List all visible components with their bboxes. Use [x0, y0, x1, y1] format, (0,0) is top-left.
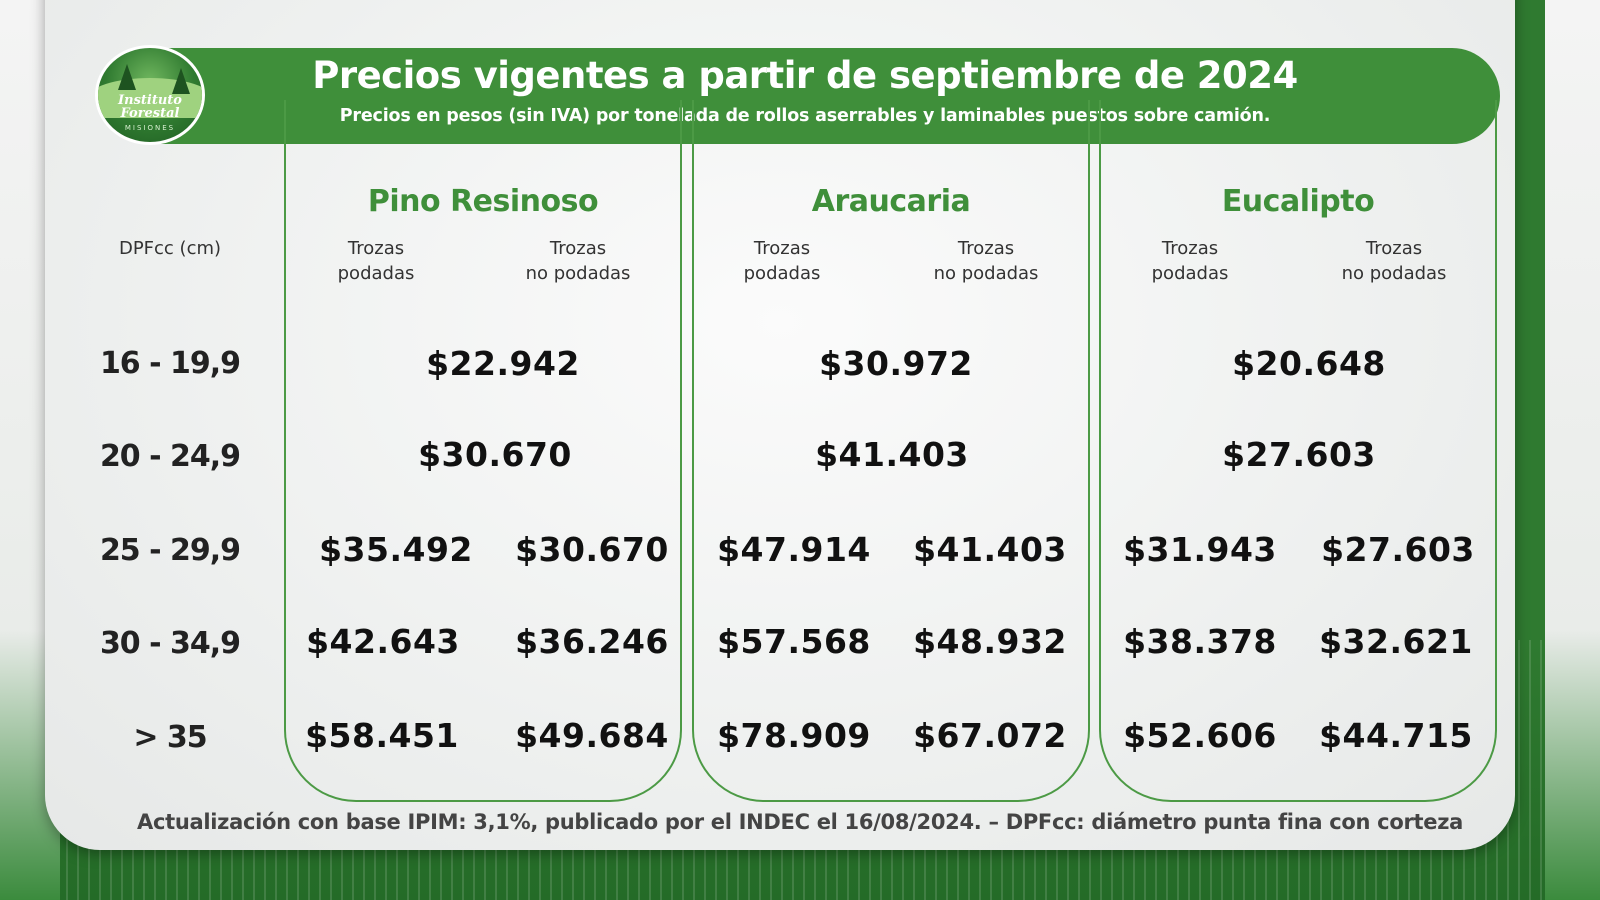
price-cell: $49.684: [515, 716, 669, 755]
species-panel-eucalipto: [1099, 100, 1497, 802]
price-cell: $47.914: [717, 530, 871, 569]
price-cell: $20.648: [1232, 344, 1386, 383]
price-cell: $41.403: [815, 435, 969, 474]
logo-place: MISIONES: [124, 124, 176, 132]
logo-tree-icon: [118, 64, 136, 90]
price-cell: $30.972: [819, 344, 973, 383]
price-cell: $31.943: [1123, 530, 1277, 569]
subhead-no-podadas: Trozas no podadas: [933, 238, 1039, 284]
page-title: Precios vigentes a partir de septiembre …: [312, 54, 1298, 97]
row-label: > 35: [133, 720, 207, 755]
subhead-no-podadas: Trozas no podadas: [525, 238, 631, 284]
price-cell: $44.715: [1319, 716, 1473, 755]
species-title: Araucaria: [811, 184, 971, 219]
forest-logo-icon: Instituto Forestal MISIONES: [95, 45, 205, 145]
price-cell: $32.621: [1319, 622, 1473, 661]
price-cell: $78.909: [717, 716, 871, 755]
price-cell: $57.568: [717, 622, 871, 661]
price-cell: $30.670: [515, 530, 669, 569]
price-cell: $42.643: [306, 622, 460, 661]
species-panel-araucaria: [692, 100, 1090, 802]
right-background-strip: [1545, 0, 1600, 900]
price-cell: $22.942: [426, 344, 580, 383]
dpf-column-header: DPFcc (cm): [118, 238, 222, 259]
price-cell: $27.603: [1321, 530, 1475, 569]
subhead-podadas: Trozas podadas: [743, 238, 821, 284]
logo-name: Instituto Forestal: [118, 93, 182, 121]
subhead-podadas: Trozas podadas: [337, 238, 415, 284]
price-cell: $30.670: [418, 435, 572, 474]
price-cell: $58.451: [305, 716, 459, 755]
subhead-podadas: Trozas podadas: [1151, 238, 1229, 284]
row-label: 25 - 29,9: [99, 533, 241, 568]
price-cell: $38.378: [1123, 622, 1277, 661]
price-cell: $36.246: [515, 622, 669, 661]
price-cell: $41.403: [913, 530, 1067, 569]
price-cell: $48.932: [913, 622, 1067, 661]
subhead-no-podadas: Trozas no podadas: [1341, 238, 1447, 284]
price-cell: $35.492: [319, 530, 473, 569]
price-cell: $67.072: [913, 716, 1067, 755]
row-label: 30 - 34,9: [99, 626, 241, 661]
species-title: Pino Resinoso: [367, 184, 599, 219]
logo-tree-icon: [172, 68, 190, 94]
species-title: Eucalipto: [1221, 184, 1375, 219]
row-label: 20 - 24,9: [99, 439, 241, 474]
footer-note: Actualización con base IPIM: 3,1%, publi…: [137, 810, 1463, 834]
species-panel-pino: [284, 100, 682, 802]
price-cell: $27.603: [1222, 435, 1376, 474]
row-label: 16 - 19,9: [99, 346, 241, 381]
price-cell: $52.606: [1123, 716, 1277, 755]
